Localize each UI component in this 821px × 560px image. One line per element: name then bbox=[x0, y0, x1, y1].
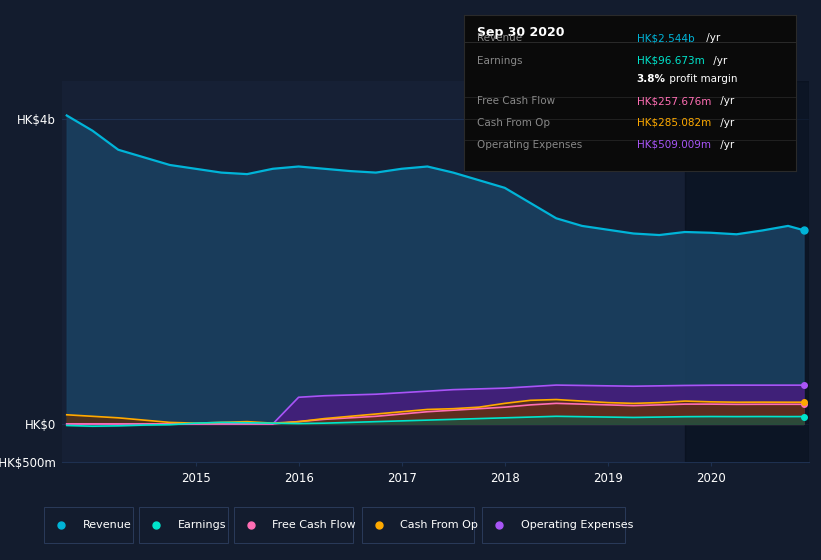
Text: Free Cash Flow: Free Cash Flow bbox=[477, 96, 555, 106]
Bar bbox=[44, 507, 133, 543]
Text: profit margin: profit margin bbox=[666, 74, 737, 85]
Bar bbox=[139, 507, 227, 543]
Text: HK$257.676m: HK$257.676m bbox=[637, 96, 711, 106]
Text: HK$96.673m: HK$96.673m bbox=[637, 55, 704, 66]
Text: /yr: /yr bbox=[718, 96, 735, 106]
Bar bbox=[234, 507, 353, 543]
Text: Earnings: Earnings bbox=[477, 55, 523, 66]
Text: Cash From Op: Cash From Op bbox=[477, 118, 550, 128]
Text: HK$509.009m: HK$509.009m bbox=[637, 140, 711, 150]
Text: 3.8%: 3.8% bbox=[637, 74, 666, 85]
Bar bbox=[685, 81, 809, 462]
Text: Revenue: Revenue bbox=[477, 33, 522, 43]
Text: HK$285.082m: HK$285.082m bbox=[637, 118, 711, 128]
Text: Free Cash Flow: Free Cash Flow bbox=[273, 520, 356, 530]
Text: /yr: /yr bbox=[703, 33, 720, 43]
Bar bbox=[482, 507, 625, 543]
Text: Sep 30 2020: Sep 30 2020 bbox=[477, 26, 565, 39]
Text: Revenue: Revenue bbox=[82, 520, 131, 530]
Text: Operating Expenses: Operating Expenses bbox=[477, 140, 582, 150]
Text: /yr: /yr bbox=[718, 118, 735, 128]
Text: Earnings: Earnings bbox=[177, 520, 226, 530]
Text: /yr: /yr bbox=[718, 140, 735, 150]
Text: /yr: /yr bbox=[710, 55, 727, 66]
Bar bbox=[362, 507, 474, 543]
Text: Cash From Op: Cash From Op bbox=[401, 520, 479, 530]
Text: HK$2.544b: HK$2.544b bbox=[637, 33, 695, 43]
Text: Operating Expenses: Operating Expenses bbox=[521, 520, 633, 530]
